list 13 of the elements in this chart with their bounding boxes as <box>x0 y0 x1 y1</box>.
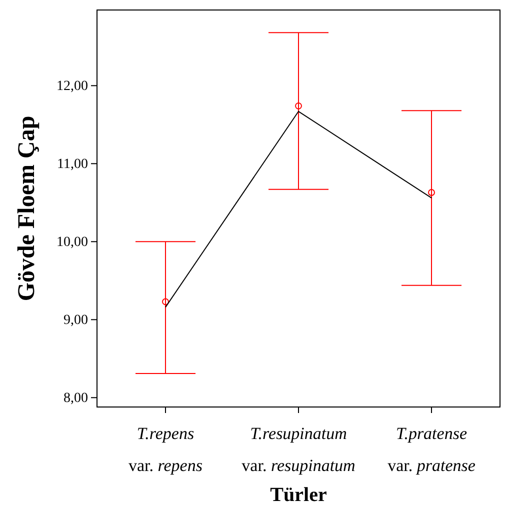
y-tick-label: 9,00 <box>64 313 88 328</box>
y-tick-label: 11,00 <box>57 157 88 172</box>
y-axis-title: Gövde Floem Çap <box>14 116 40 302</box>
point <box>162 298 169 306</box>
point <box>295 102 302 110</box>
y-tick-label: 12,00 <box>56 79 88 94</box>
y-tick-label: 10,00 <box>56 235 88 250</box>
x-tick-label: T.pratense var. pratense <box>388 424 476 475</box>
y-tick-label: 8,00 <box>64 391 88 406</box>
point <box>428 189 435 196</box>
x-axis-title: Türler <box>270 484 327 506</box>
x-tick-label: T.repens var. repens <box>128 424 203 475</box>
x-tick-label: T.resupinatum var. resupinatum <box>242 424 356 475</box>
